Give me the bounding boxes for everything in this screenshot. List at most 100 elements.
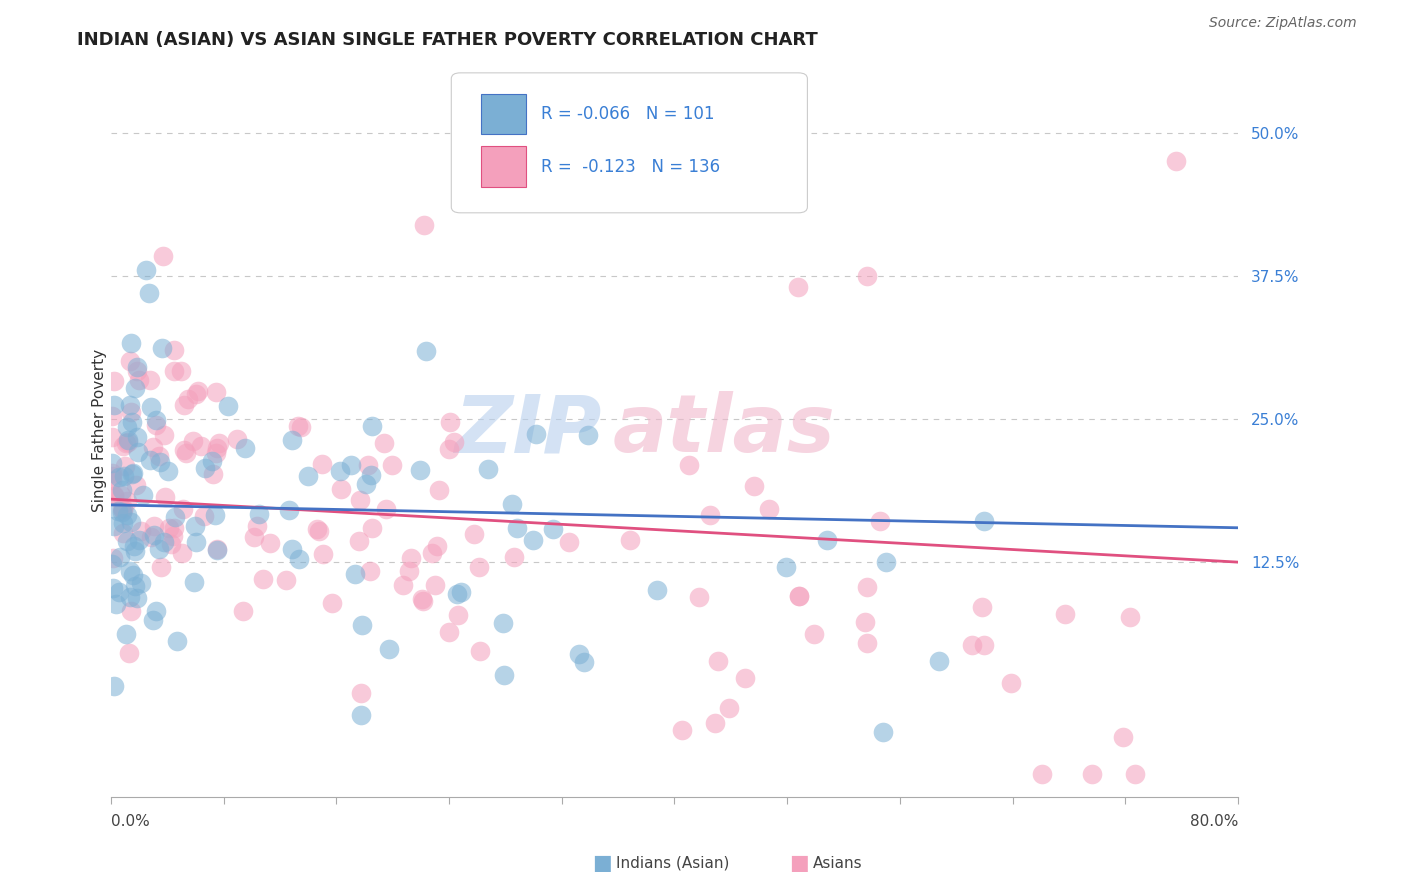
- Point: [357, 458, 380, 472]
- Point: [856, 268, 879, 283]
- Point: [467, 560, 489, 574]
- Point: [152, 249, 174, 263]
- Point: [187, 384, 209, 399]
- Point: [856, 580, 879, 594]
- Point: [427, 483, 450, 497]
- Point: [145, 417, 167, 432]
- Point: [124, 543, 146, 558]
- Point: [361, 419, 384, 434]
- Point: [973, 514, 995, 528]
- Bar: [481, 94, 526, 134]
- Point: [101, 430, 124, 444]
- Point: [139, 453, 162, 467]
- Text: Asians: Asians: [813, 856, 862, 871]
- Point: [412, 594, 434, 608]
- Point: [111, 483, 134, 498]
- Point: [361, 521, 384, 535]
- Point: [699, 508, 721, 522]
- Point: [125, 478, 148, 492]
- Point: [277, 503, 299, 517]
- Point: [184, 387, 207, 401]
- Point: [450, 585, 472, 599]
- Point: [118, 564, 141, 578]
- Point: [190, 439, 212, 453]
- Point: [855, 636, 877, 650]
- Point: [734, 671, 756, 685]
- Text: 80.0%: 80.0%: [1189, 814, 1237, 829]
- Point: [101, 467, 124, 481]
- Point: [308, 524, 330, 538]
- FancyBboxPatch shape: [451, 73, 807, 213]
- Point: [787, 589, 810, 603]
- Point: [184, 519, 207, 533]
- Text: Source: ZipAtlas.com: Source: ZipAtlas.com: [1209, 16, 1357, 30]
- Point: [501, 497, 523, 511]
- Point: [803, 627, 825, 641]
- Point: [163, 521, 186, 535]
- Point: [107, 503, 129, 517]
- Point: [703, 715, 725, 730]
- Point: [111, 525, 134, 540]
- Point: [170, 546, 193, 560]
- Point: [129, 524, 152, 539]
- Point: [111, 502, 134, 516]
- Point: [152, 427, 174, 442]
- Point: [103, 679, 125, 693]
- Point: [149, 455, 172, 469]
- Point: [557, 535, 579, 549]
- Point: [817, 533, 839, 547]
- Point: [775, 559, 797, 574]
- Point: [392, 578, 415, 592]
- Point: [928, 655, 950, 669]
- Point: [437, 442, 460, 456]
- Point: [568, 648, 591, 662]
- Y-axis label: Single Father Poverty: Single Father Poverty: [93, 349, 107, 512]
- Point: [671, 723, 693, 737]
- Point: [875, 555, 897, 569]
- Point: [101, 468, 124, 483]
- Point: [120, 604, 142, 618]
- Point: [1164, 154, 1187, 169]
- Point: [124, 579, 146, 593]
- Point: [233, 441, 256, 455]
- Point: [163, 509, 186, 524]
- Point: [423, 578, 446, 592]
- Point: [443, 434, 465, 449]
- Point: [103, 398, 125, 412]
- Point: [170, 364, 193, 378]
- Point: [350, 686, 373, 700]
- Point: [492, 668, 515, 682]
- Point: [108, 550, 131, 565]
- Point: [439, 415, 461, 429]
- Point: [124, 381, 146, 395]
- Point: [1112, 730, 1135, 744]
- Point: [132, 488, 155, 502]
- Point: [321, 596, 343, 610]
- Point: [446, 587, 468, 601]
- Point: [125, 359, 148, 374]
- Point: [103, 374, 125, 388]
- Point: [117, 433, 139, 447]
- Point: [139, 400, 162, 414]
- Point: [108, 470, 131, 484]
- Point: [160, 537, 183, 551]
- Point: [129, 576, 152, 591]
- Point: [377, 641, 399, 656]
- Point: [374, 501, 396, 516]
- Point: [960, 638, 983, 652]
- Point: [115, 435, 138, 450]
- Point: [411, 592, 433, 607]
- Point: [183, 574, 205, 589]
- Point: [103, 488, 125, 502]
- Point: [246, 518, 269, 533]
- Point: [145, 604, 167, 618]
- Point: [139, 373, 162, 387]
- Point: [576, 427, 599, 442]
- Point: [115, 508, 138, 522]
- Point: [297, 468, 319, 483]
- Text: R =  -0.123   N = 136: R = -0.123 N = 136: [541, 158, 720, 176]
- Point: [853, 615, 876, 630]
- Point: [118, 353, 141, 368]
- Point: [281, 433, 304, 447]
- Text: INDIAN (ASIAN) VS ASIAN SINGLE FATHER POVERTY CORRELATION CHART: INDIAN (ASIAN) VS ASIAN SINGLE FATHER PO…: [77, 31, 818, 49]
